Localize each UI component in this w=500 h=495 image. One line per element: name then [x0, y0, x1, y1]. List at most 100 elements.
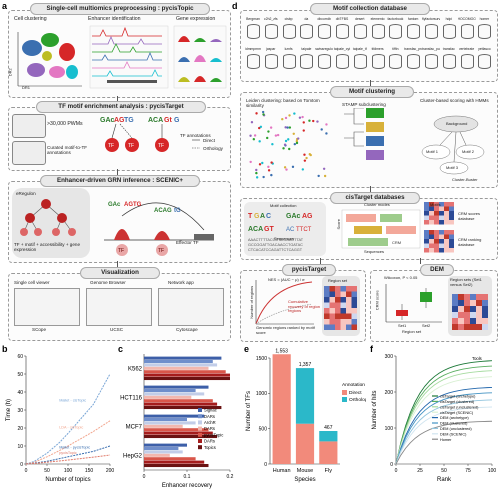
network-node	[303, 153, 306, 156]
x-tick-label: Mouse	[297, 468, 314, 474]
network-node	[262, 113, 265, 116]
collection-db-icon	[247, 54, 260, 69]
heatmap-cell	[429, 248, 434, 253]
heatmap-cell	[482, 318, 488, 324]
heatmap-cell	[340, 302, 346, 308]
chart-c: K562 HCT116 MCF7 HepG2 0 0.1 0.2 Enhancer recov…	[120, 354, 234, 489]
svg-text:tG: tG	[174, 208, 181, 214]
heatmap-cell	[340, 297, 346, 303]
legend-label: Signac	[204, 408, 217, 413]
pwms-label: >30,000 PWMs	[47, 121, 83, 127]
heatmap-cell	[476, 294, 482, 300]
stacked-bar	[272, 354, 291, 464]
collection-db-label: taipale_tf	[352, 47, 367, 51]
bar	[144, 405, 222, 410]
heatmap-cell	[351, 308, 357, 314]
heatmap-cell	[458, 300, 464, 306]
network-node	[267, 130, 270, 133]
cytoscape-screenshot	[158, 288, 224, 326]
heatmap-cell	[434, 215, 439, 220]
panel-label-f: f	[370, 344, 373, 354]
y-tick-label: 30	[17, 408, 23, 414]
heatmap-cell	[439, 230, 444, 235]
heatmap-cell	[449, 202, 454, 207]
heatmap-cell	[444, 211, 449, 216]
genomic-regions-label: Genomic regions ranked by motif score	[256, 325, 315, 335]
arrow-down-d4	[420, 258, 421, 264]
enrichment-title: TF motif enrichment analysis : pycisTarg…	[36, 101, 206, 113]
network-node	[255, 176, 259, 179]
heatmap-cell	[324, 302, 330, 308]
y-axis-title: Number of hits	[372, 390, 378, 429]
heatmap-cell	[324, 297, 330, 303]
cluster-buster-label: Cluster-Buster	[452, 177, 478, 182]
collection-db-label: swissregulon	[315, 47, 334, 51]
network-node	[252, 138, 256, 141]
bar	[144, 385, 209, 389]
svg-text:G: G	[254, 213, 260, 220]
bar	[144, 389, 196, 393]
collection-title: Motif collection database	[310, 3, 430, 15]
x-tick-label: 150	[85, 468, 94, 474]
pycistarget-title: pycisTarget	[282, 264, 336, 276]
network-node	[301, 168, 305, 171]
series-line	[25, 420, 111, 465]
collection-db-icon	[407, 54, 421, 69]
legend-swatch	[198, 439, 202, 443]
heatmap-cell	[470, 324, 476, 330]
heatmap-cell	[464, 318, 470, 324]
heatmap-cell	[439, 211, 444, 216]
network-node	[270, 161, 273, 164]
chart-e: 0 500 1000 1500 1,553 Human 1,357 Mouse 467 Fly Sp…	[246, 348, 366, 483]
collection-db-icon	[478, 24, 492, 39]
clustering-title: Motif clustering	[330, 86, 414, 98]
collection-db-label: Bergman	[246, 17, 260, 21]
preprocessing-illustration	[17, 25, 227, 89]
leiden-label: Leiden clustering: based on Tomtom simil…	[246, 98, 320, 109]
number-of-regions-label: Number of regions	[249, 285, 255, 319]
heatmap-cell	[351, 319, 357, 325]
network-node	[320, 128, 323, 131]
heatmap-cell	[340, 291, 346, 297]
heatmap-cell	[434, 211, 439, 216]
heatmap-cell	[424, 230, 429, 235]
heatmap-cell	[476, 312, 482, 318]
y-tick-label: 1000	[256, 391, 267, 397]
legend-label: cisTarget (unclustered)	[440, 405, 479, 409]
legend-swatch	[342, 390, 347, 395]
x-tick-label: 0.2	[227, 474, 234, 480]
collection-db-label: desert	[355, 17, 365, 21]
heatmap-cell	[351, 297, 357, 303]
sequences-label-right: Sequences	[364, 249, 385, 254]
heatmap-cell	[324, 319, 330, 325]
heatmap-cell	[329, 302, 335, 308]
svg-text:TF: TF	[128, 143, 134, 149]
heatmap-cell	[452, 300, 458, 306]
heatmap-cell	[346, 286, 352, 292]
y-tick-label: 300	[385, 354, 394, 360]
heatmap-cell	[470, 312, 476, 318]
heatmap-cell	[424, 202, 429, 207]
heatmap-cell	[429, 215, 434, 220]
y-tick-label: 0	[20, 462, 23, 468]
category-label: MCF7	[126, 425, 143, 431]
legend-label: cisTarget (archetype)	[440, 395, 476, 399]
heatmap-cell	[439, 239, 444, 244]
heatmap-cell	[329, 308, 335, 314]
collection-db-label: c2h2_zfs	[264, 17, 278, 21]
heatmap-cell	[346, 313, 352, 319]
bar	[144, 395, 192, 399]
heatmap-cell	[449, 230, 454, 235]
network-node	[301, 115, 304, 119]
network-node	[282, 147, 285, 150]
collection-db-label: idmmpmm	[245, 47, 261, 51]
x-tick-label: Human	[273, 468, 291, 474]
network-node	[292, 132, 295, 136]
heatmap-cell	[470, 306, 476, 312]
heatmap-cell	[444, 243, 449, 248]
collection-db-label: taipale_cyt	[333, 47, 351, 51]
heatmap-cell	[439, 220, 444, 225]
network-node	[323, 174, 327, 178]
heatmap-cell	[449, 239, 454, 244]
heatmap-cell	[346, 319, 352, 325]
